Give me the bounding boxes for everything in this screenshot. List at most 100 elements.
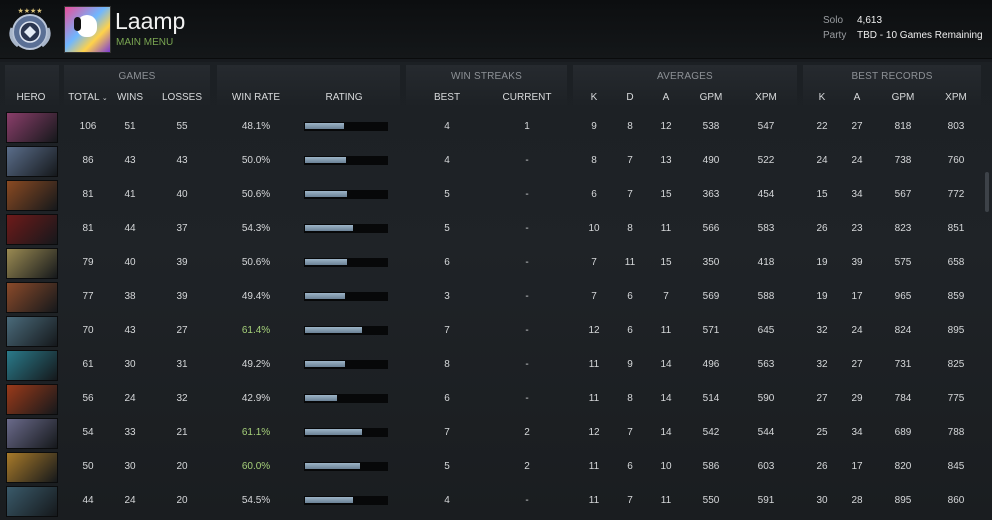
col-best-k[interactable]: K: [818, 92, 826, 103]
hero-portrait[interactable]: [6, 350, 58, 381]
cell-bk: 27: [816, 393, 828, 404]
table-row[interactable]: 81 41 40 50.6% 5 - 6 7 15 363 454 15 34 567 772: [0, 178, 984, 212]
col-best-gpm[interactable]: GPM: [891, 92, 915, 103]
cell-k: 11: [588, 393, 600, 404]
hero-portrait[interactable]: [6, 316, 58, 347]
hero-portrait[interactable]: [6, 384, 58, 415]
table-row[interactable]: 44 24 20 54.5% 4 - 11 7 11 550 591 30 28 895 860: [0, 484, 984, 518]
cell-current: -: [525, 495, 529, 506]
cell-current: -: [525, 257, 529, 268]
cell-winrate: 61.4%: [241, 325, 271, 336]
cell-ba: 24: [851, 325, 863, 336]
cell-a: 11: [660, 495, 672, 506]
cell-gpm: 490: [702, 155, 720, 166]
table-row[interactable]: 79 40 39 50.6% 6 - 7 11 15 350 418 19 39 575 658: [0, 246, 984, 280]
hero-portrait[interactable]: [6, 418, 58, 449]
cell-gpm: 542: [702, 427, 720, 438]
col-best-streak[interactable]: BEST: [433, 92, 461, 103]
col-wins[interactable]: WINS: [116, 92, 144, 103]
cell-bxpm: 760: [947, 155, 965, 166]
hero-column-header: [5, 65, 59, 107]
cell-bxpm: 803: [947, 121, 965, 132]
table-row[interactable]: 77 38 39 49.4% 3 - 7 6 7 569 588 19 17 965 859: [0, 280, 984, 314]
cell-wins: 43: [124, 155, 136, 166]
player-avatar[interactable]: [64, 6, 111, 53]
hero-portrait[interactable]: [6, 112, 58, 143]
cell-winrate: 50.0%: [241, 155, 271, 166]
cell-k: 12: [588, 427, 600, 438]
hero-portrait[interactable]: [6, 486, 58, 517]
cell-ba: 34: [851, 189, 863, 200]
cell-xpm: 544: [757, 427, 775, 438]
cell-winrate: 54.3%: [241, 223, 271, 234]
table-row[interactable]: 61 30 31 49.2% 8 - 11 9 14 496 563 32 27 731 825: [0, 348, 984, 382]
hero-portrait[interactable]: [6, 180, 58, 211]
cell-d: 8: [627, 223, 633, 234]
table-row[interactable]: 54 33 21 61.1% 7 2 12 7 14 542 544 25 34 689 788: [0, 416, 984, 450]
col-losses[interactable]: LOSSES: [161, 92, 203, 103]
cell-losses: 40: [176, 189, 188, 200]
scrollbar[interactable]: [985, 172, 989, 212]
col-avg-gpm[interactable]: GPM: [699, 92, 723, 103]
cell-bxpm: 775: [947, 393, 965, 404]
cell-bk: 30: [816, 495, 828, 506]
table-row[interactable]: 86 43 43 50.0% 4 - 8 7 13 490 522 24 24 738 760: [0, 144, 984, 178]
table-row[interactable]: 106 51 55 48.1% 4 1 9 8 12 538 547 22 27 818 803: [0, 110, 984, 144]
cell-a: 12: [660, 121, 672, 132]
avatar-face: [77, 15, 97, 37]
col-avg-d[interactable]: D: [626, 92, 634, 103]
col-avg-xpm[interactable]: XPM: [755, 92, 777, 103]
cell-winrate: 61.1%: [241, 427, 271, 438]
main-menu-link[interactable]: MAIN MENU: [116, 37, 174, 48]
hero-portrait[interactable]: [6, 146, 58, 177]
cell-d: 9: [627, 359, 633, 370]
cell-k: 8: [591, 155, 597, 166]
cell-wins: 24: [124, 495, 136, 506]
cell-best: 7: [444, 325, 450, 336]
col-avg-a[interactable]: A: [662, 92, 670, 103]
cell-xpm: 547: [757, 121, 775, 132]
cell-a: 10: [660, 461, 672, 472]
cell-winrate: 50.6%: [241, 189, 271, 200]
col-avg-k[interactable]: K: [590, 92, 598, 103]
col-current-streak[interactable]: CURRENT: [502, 92, 552, 103]
col-win-rate[interactable]: WIN RATE: [231, 92, 281, 103]
col-rating[interactable]: RATING: [325, 92, 363, 103]
cell-ba: 17: [851, 461, 863, 472]
cell-losses: 21: [176, 427, 188, 438]
cell-winrate: 49.4%: [241, 291, 271, 302]
cell-d: 7: [627, 189, 633, 200]
table-row[interactable]: 56 24 32 42.9% 6 - 11 8 14 514 590 27 29 784 775: [0, 382, 984, 416]
rating-column-group: [217, 65, 400, 107]
cell-bxpm: 895: [947, 325, 965, 336]
hero-portrait[interactable]: [6, 214, 58, 245]
col-best-a[interactable]: A: [853, 92, 861, 103]
cell-bgpm: 784: [894, 393, 912, 404]
cell-d: 6: [627, 291, 633, 302]
cell-bgpm: 689: [894, 427, 912, 438]
cell-xpm: 418: [757, 257, 775, 268]
cell-ba: 28: [851, 495, 863, 506]
col-best-xpm[interactable]: XPM: [945, 92, 967, 103]
hero-portrait[interactable]: [6, 282, 58, 313]
cell-winrate: 48.1%: [241, 121, 271, 132]
table-row[interactable]: 50 30 20 60.0% 5 2 11 6 10 586 603 26 17 820 845: [0, 450, 984, 484]
cell-total: 77: [82, 291, 94, 302]
cell-gpm: 566: [702, 223, 720, 234]
rating-bar-fill: [305, 497, 353, 503]
cell-losses: 39: [176, 291, 188, 302]
solo-mmr-label: Solo: [823, 15, 844, 26]
cell-wins: 44: [124, 223, 136, 234]
cell-winrate: 60.0%: [241, 461, 271, 472]
cell-gpm: 514: [702, 393, 720, 404]
hero-portrait[interactable]: [6, 452, 58, 483]
hero-portrait[interactable]: [6, 248, 58, 279]
sort-chevron-down-icon: ⌄: [101, 95, 108, 102]
cell-current: -: [525, 325, 529, 336]
rating-bar-fill: [305, 225, 353, 231]
table-row[interactable]: 81 44 37 54.3% 5 - 10 8 11 566 583 26 23 823 851: [0, 212, 984, 246]
cell-bxpm: 859: [947, 291, 965, 302]
table-row[interactable]: 70 43 27 61.4% 7 - 12 6 11 571 645 32 24 824 895: [0, 314, 984, 348]
col-total-sort[interactable]: TOTAL ⌄: [68, 92, 108, 103]
cell-d: 6: [627, 461, 633, 472]
